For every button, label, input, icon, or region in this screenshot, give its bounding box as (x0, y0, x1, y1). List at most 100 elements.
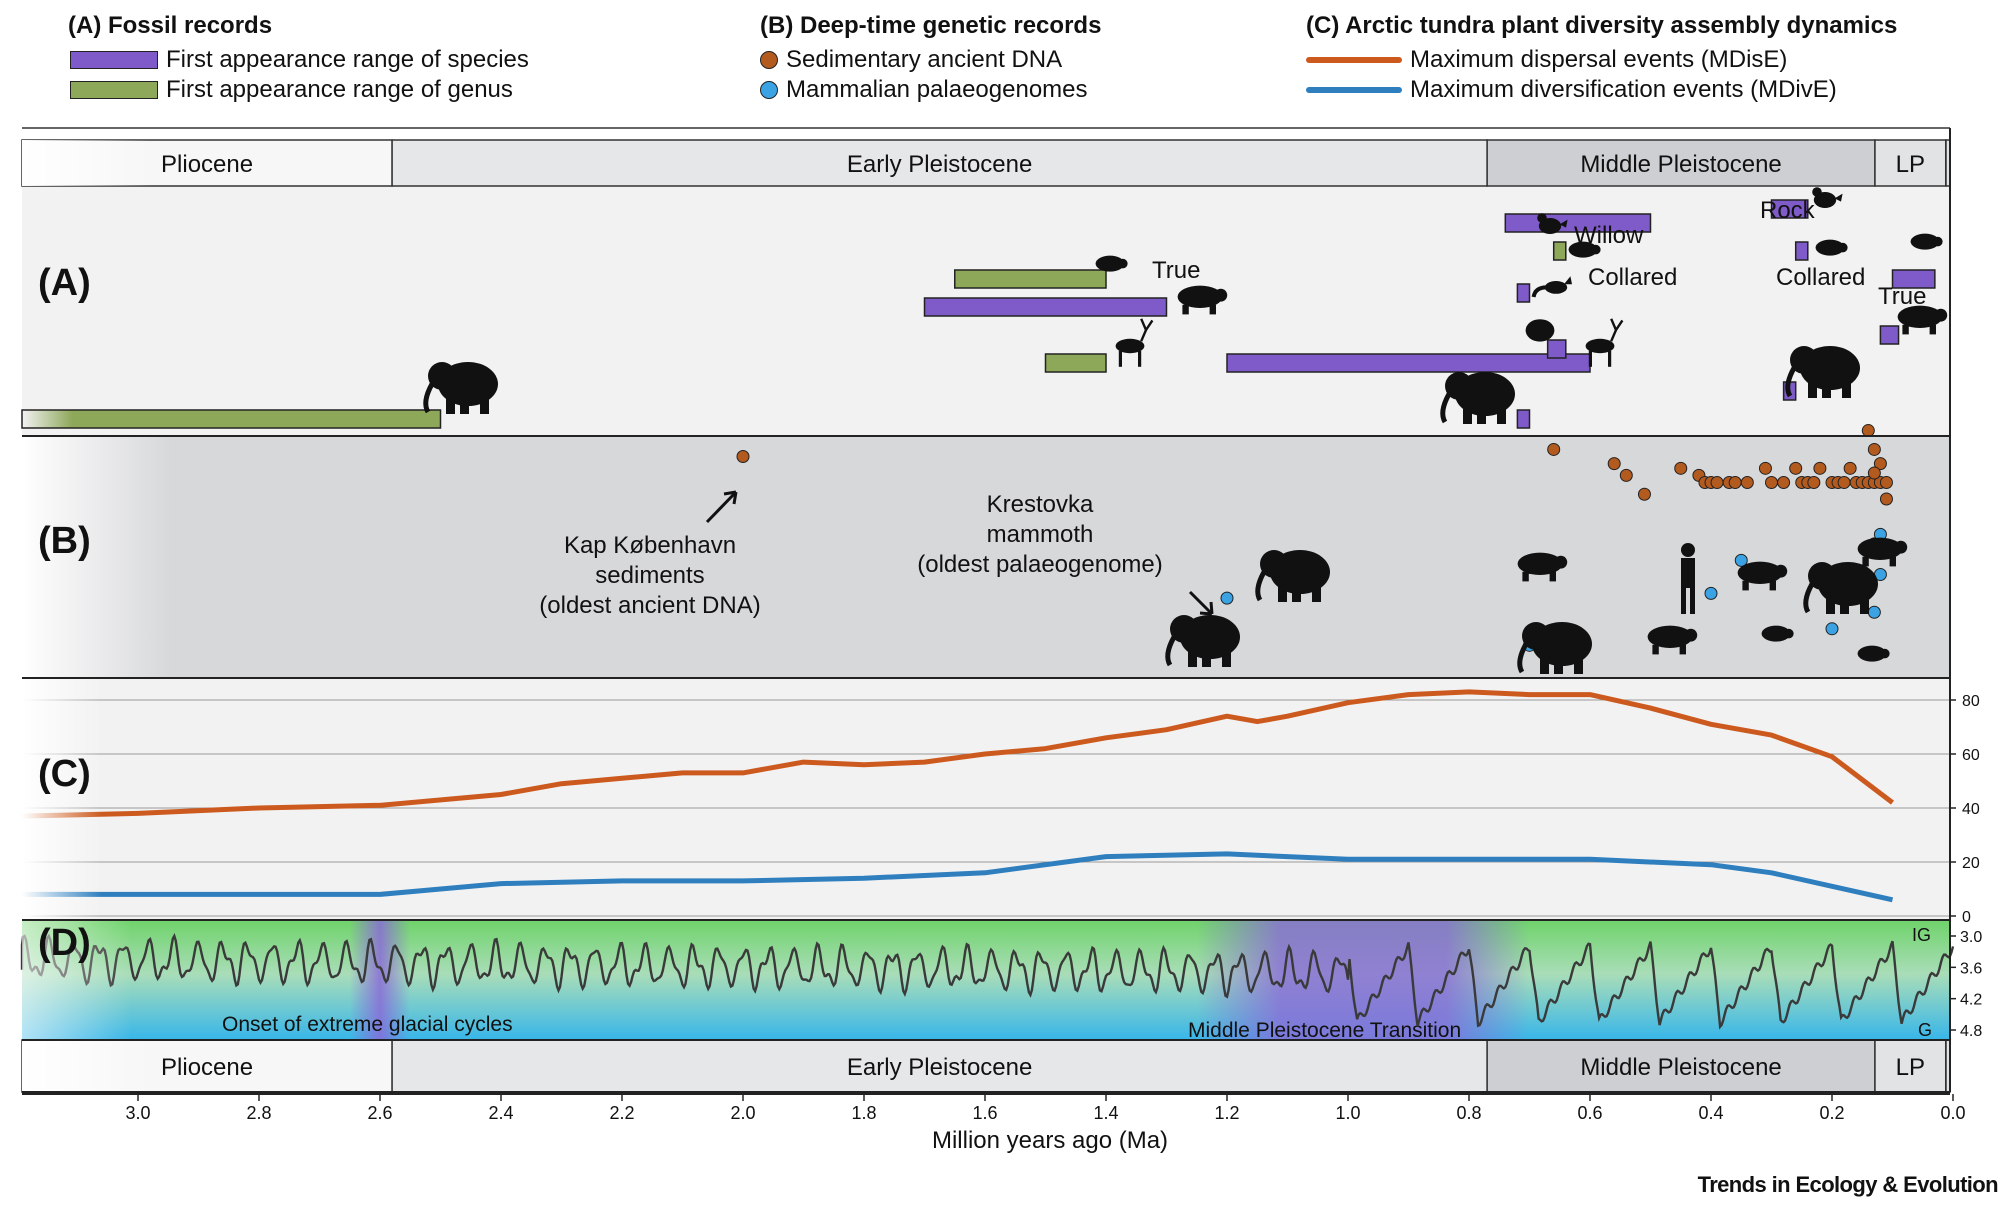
legend-sedadna-label: Sedimentary ancient DNA (786, 46, 1063, 73)
legend-mdive-label: Maximum diversification events (MDivE) (1410, 76, 1837, 103)
bear-silhouette-b5-head (1684, 628, 1698, 642)
legend-c-heading: (C) Arctic tundra plant diversity assemb… (1306, 12, 1898, 39)
lemming-silhouette-a2 (1095, 255, 1128, 272)
bear-silhouette-a3-head (1214, 288, 1228, 302)
mammoth-silhouette-b2-leg3 (1312, 586, 1321, 602)
lemming-silhouette-b8 (1761, 625, 1794, 642)
human-leg2 (1690, 588, 1695, 614)
ptarmigan-silhouette-a11-head (1812, 187, 1822, 197)
mammoth-silhouette-b1-head (1170, 615, 1198, 643)
fox-silhouette-a10-body (1544, 281, 1568, 294)
mpt-label: Middle Pleistocene Transition (1188, 1019, 1461, 1042)
fossil-taxon-label-5: Collared (1776, 264, 1865, 291)
mammoth-silhouette-b4-leg2 (1554, 658, 1563, 674)
xtick-label-10: 1.2 (1214, 1103, 1239, 1123)
sedadna-point-13 (1740, 475, 1754, 489)
mammoth-silhouette-a15 (1785, 346, 1860, 398)
bear-silhouette-b6 (1737, 561, 1788, 591)
mammoth-silhouette-a7-trunk (1440, 392, 1452, 424)
sedadna-point-34 (1861, 424, 1875, 438)
ytick-label-c-4: 60 (1962, 747, 1980, 764)
mammoth-silhouette-b7-leg2 (1840, 598, 1849, 614)
mammoth-silhouette-b4 (1517, 622, 1592, 674)
palaeogenome-point-8 (1867, 605, 1881, 619)
legend-sedadna: Sedimentary ancient DNA (760, 46, 1062, 74)
mdise-swatch (1306, 57, 1402, 63)
sedadna-point-6 (1674, 461, 1688, 475)
human-silhouette (1681, 543, 1695, 614)
lemming-silhouette-a2-head (1118, 258, 1128, 269)
xtick-label-6: 2.0 (730, 1103, 755, 1123)
bottom-epoch-label-3: Middle Pleistocene (1580, 1054, 1781, 1081)
reindeer-silhouette-a5-body (1585, 338, 1615, 354)
panel-label-2: (B) (38, 520, 91, 562)
range-bar-1 (21, 409, 442, 429)
sedadna-swatch (760, 51, 778, 69)
sedadna-point-20 (1807, 475, 1821, 489)
legend-mdise-label: Maximum dispersal events (MDisE) (1410, 46, 1788, 73)
bear-silhouette-a14-leg2 (1929, 324, 1936, 335)
ytick-label-d-2: 3.6 (1960, 960, 1982, 977)
sedadna-point-21 (1813, 461, 1827, 475)
lemming-silhouette-b10-body (1857, 645, 1887, 662)
xtick-label-16: 0.0 (1940, 1103, 1965, 1123)
sedadna-point-31 (1879, 475, 1893, 489)
glacial-label: G (1918, 1020, 1932, 1040)
sedadna-point-12 (1728, 475, 1742, 489)
lemming-silhouette-a13-body (1910, 233, 1940, 250)
bear-silhouette-b3 (1517, 552, 1568, 582)
mammoth-silhouette-b2-leg2 (1292, 586, 1301, 602)
bear-silhouette-b9 (1857, 537, 1908, 567)
lemming-silhouette-b8-body (1761, 625, 1791, 642)
musk-ox-silhouette-a6 (1525, 319, 1555, 342)
mammoth-silhouette-a7-leg3 (1497, 408, 1506, 424)
sedadna-point-16 (1777, 475, 1791, 489)
mammoth-silhouette-b4-leg3 (1574, 658, 1583, 674)
sedadna-point-15 (1765, 475, 1778, 489)
lemming-silhouette-a12-head (1838, 242, 1848, 253)
panel-label-4: (D) (38, 922, 91, 964)
lemming-silhouette-b10-head (1880, 648, 1890, 659)
kap-kobenhavn-label-3: (oldest ancient DNA) (539, 592, 760, 619)
ytick-label-d-3: 4.2 (1960, 992, 1982, 1009)
panel-d-fade (22, 920, 132, 1040)
top-epoch-2 (391, 139, 1488, 187)
palaeogenome-point-5 (1704, 586, 1718, 600)
top-epoch-label-4: LP (1896, 151, 1925, 178)
human-body (1681, 558, 1695, 588)
mammoth-silhouette-b2 (1255, 550, 1330, 602)
legend-species-range: First appearance range of species (70, 46, 529, 74)
mammoth-silhouette-b7-leg3 (1860, 598, 1869, 614)
legend-genus-label: First appearance range of genus (166, 76, 513, 103)
krestovka-arrow (1188, 590, 1214, 616)
range-bar-13 (1891, 269, 1936, 289)
top-epoch-label-2: Early Pleistocene (847, 151, 1032, 178)
range-bar-8 (1516, 283, 1531, 303)
panel-c-fade (22, 678, 102, 920)
lemming-silhouette-a13-head (1933, 236, 1943, 247)
mammoth-silhouette-b2-trunk (1255, 570, 1267, 602)
reindeer-silhouette-a4 (1115, 318, 1154, 367)
lemming-silhouette-a2-body (1095, 255, 1125, 272)
panel-b-fade (22, 436, 172, 678)
bear-silhouette-a14-leg1 (1902, 324, 1909, 335)
mammoth-silhouette-b2-head (1260, 550, 1288, 578)
bear-silhouette-b6-head (1774, 564, 1788, 578)
range-bar-3 (923, 297, 1168, 317)
mammoth-silhouette-b4-head (1522, 622, 1550, 650)
reindeer-silhouette-a4-leg2 (1138, 350, 1142, 367)
ytick-label-c-1: 0 (1962, 909, 1971, 926)
mammoth-silhouette-a15-leg2 (1822, 382, 1831, 398)
panel-c-background (22, 678, 1950, 920)
sedadna-point-2 (1547, 442, 1561, 456)
range-bar-2 (954, 269, 1107, 289)
sedadna-point-24 (1837, 475, 1851, 489)
bottom-fade (22, 1040, 152, 1092)
panel-label-3: (C) (38, 753, 91, 795)
sedadna-point-14 (1758, 461, 1772, 475)
bottom-epoch-2 (391, 1039, 1488, 1093)
range-bar-10 (1516, 409, 1531, 429)
xtick-label-8: 1.6 (972, 1103, 997, 1123)
sedadna-point-1 (736, 450, 750, 464)
ytick-label-c-2: 20 (1962, 855, 1980, 872)
